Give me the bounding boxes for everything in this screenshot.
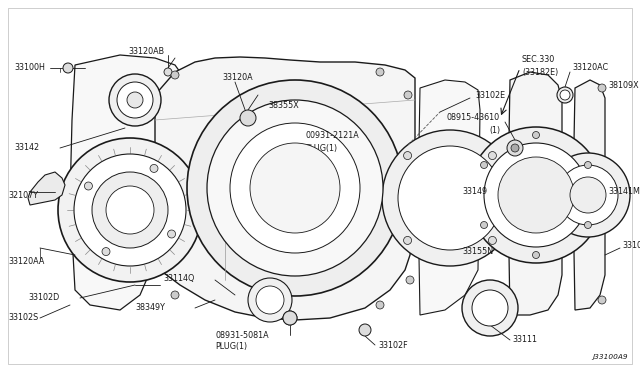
Text: 08931-5081A: 08931-5081A <box>215 330 269 340</box>
Text: 33102D: 33102D <box>622 241 640 250</box>
Circle shape <box>63 63 73 73</box>
Text: 38355X: 38355X <box>268 100 299 109</box>
Circle shape <box>557 87 573 103</box>
Circle shape <box>570 177 606 213</box>
Circle shape <box>584 161 591 169</box>
Text: 33149: 33149 <box>463 187 488 196</box>
Text: (33182E): (33182E) <box>522 67 558 77</box>
Circle shape <box>511 144 519 152</box>
Polygon shape <box>418 80 480 315</box>
Text: 00931-2121A: 00931-2121A <box>305 131 359 140</box>
Circle shape <box>127 92 143 108</box>
Text: 38109X: 38109X <box>608 80 639 90</box>
Circle shape <box>109 74 161 126</box>
Text: 32107Y: 32107Y <box>8 190 38 199</box>
Text: J33100A9: J33100A9 <box>593 354 628 360</box>
Circle shape <box>171 71 179 79</box>
Circle shape <box>406 276 414 284</box>
Text: SEC.330: SEC.330 <box>522 55 556 64</box>
Circle shape <box>240 110 256 126</box>
Polygon shape <box>573 80 605 310</box>
Circle shape <box>398 146 502 250</box>
Circle shape <box>546 153 630 237</box>
Text: PLUG(1): PLUG(1) <box>305 144 337 153</box>
Text: 33114Q: 33114Q <box>164 273 195 282</box>
Text: 38349Y: 38349Y <box>135 304 165 312</box>
Circle shape <box>92 172 168 248</box>
Circle shape <box>359 324 371 336</box>
Circle shape <box>598 84 606 92</box>
Circle shape <box>481 221 488 228</box>
Circle shape <box>250 143 340 233</box>
Circle shape <box>404 151 412 160</box>
Text: 33111: 33111 <box>512 336 537 344</box>
Circle shape <box>74 154 186 266</box>
Circle shape <box>376 68 384 76</box>
Text: 33120AC: 33120AC <box>572 64 608 73</box>
Circle shape <box>404 237 412 244</box>
Polygon shape <box>28 172 65 205</box>
Text: 33120AA: 33120AA <box>8 257 44 266</box>
Circle shape <box>481 161 488 169</box>
Circle shape <box>168 230 175 238</box>
Circle shape <box>283 311 297 325</box>
Circle shape <box>230 123 360 253</box>
Polygon shape <box>70 55 182 310</box>
Text: PLUG(1): PLUG(1) <box>215 343 247 352</box>
Circle shape <box>106 186 154 234</box>
Circle shape <box>150 164 158 173</box>
Text: 33120A: 33120A <box>222 74 253 83</box>
Circle shape <box>171 291 179 299</box>
Circle shape <box>558 165 618 225</box>
Circle shape <box>207 100 383 276</box>
Circle shape <box>187 80 403 296</box>
Text: (1): (1) <box>489 125 500 135</box>
Circle shape <box>376 301 384 309</box>
Circle shape <box>382 130 518 266</box>
Circle shape <box>84 182 92 190</box>
Circle shape <box>256 286 284 314</box>
Circle shape <box>532 251 540 259</box>
Circle shape <box>164 68 172 76</box>
Circle shape <box>468 127 604 263</box>
Circle shape <box>498 157 574 233</box>
Circle shape <box>102 248 110 256</box>
Text: 33102D: 33102D <box>29 294 60 302</box>
Text: 08915-43610: 08915-43610 <box>447 113 500 122</box>
Text: 33102S: 33102S <box>8 314 38 323</box>
Circle shape <box>283 311 297 325</box>
Circle shape <box>404 91 412 99</box>
Text: 33141M: 33141M <box>608 187 640 196</box>
Text: 33120AB: 33120AB <box>128 48 164 57</box>
Circle shape <box>488 237 497 244</box>
Circle shape <box>472 290 508 326</box>
Circle shape <box>484 143 588 247</box>
Circle shape <box>58 138 202 282</box>
Text: 33102E: 33102E <box>475 90 505 99</box>
Circle shape <box>560 90 570 100</box>
Circle shape <box>507 140 523 156</box>
Circle shape <box>488 151 497 160</box>
Text: 33100H: 33100H <box>14 64 45 73</box>
Circle shape <box>532 131 540 138</box>
Text: 33142: 33142 <box>14 144 39 153</box>
Circle shape <box>117 82 153 118</box>
Circle shape <box>462 280 518 336</box>
Text: 33155N: 33155N <box>462 247 493 257</box>
Polygon shape <box>508 72 562 315</box>
Text: 33102F: 33102F <box>378 340 408 350</box>
Circle shape <box>584 221 591 228</box>
Polygon shape <box>155 57 415 320</box>
Circle shape <box>598 296 606 304</box>
Circle shape <box>248 278 292 322</box>
